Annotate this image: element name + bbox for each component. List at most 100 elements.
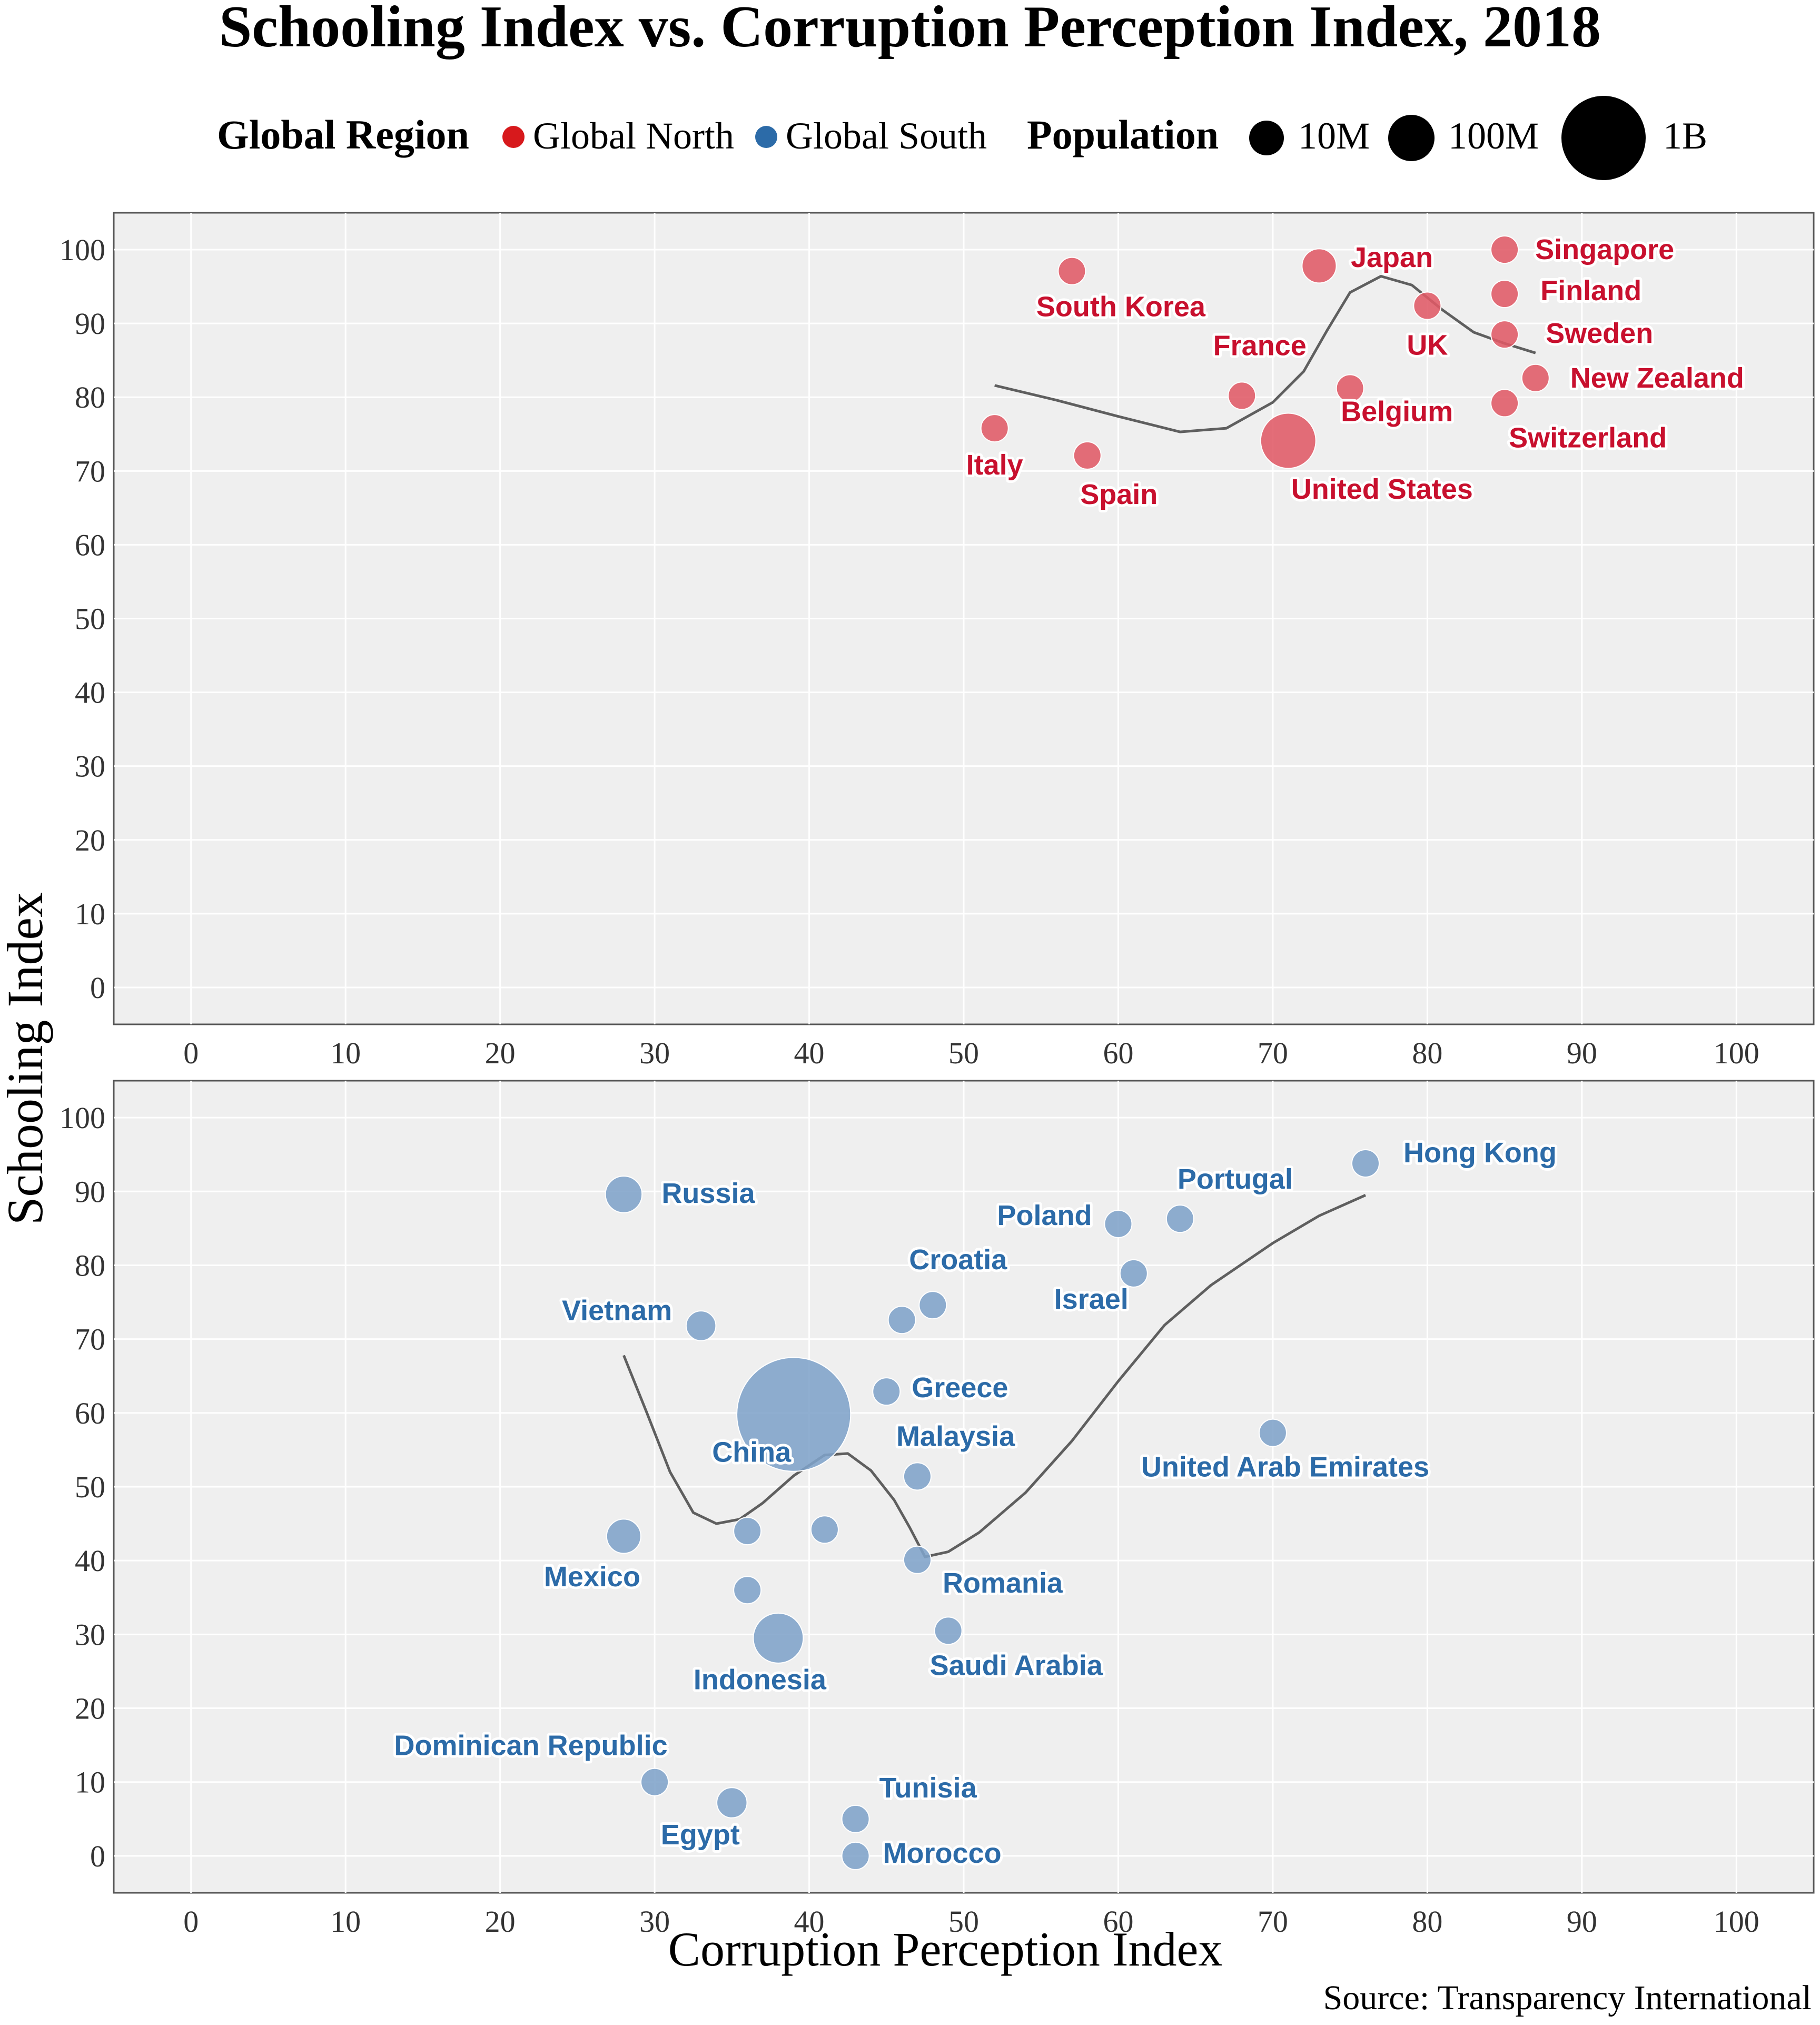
legend-south-marker	[755, 126, 777, 148]
point-malaysia	[903, 1462, 932, 1491]
label-morocco: Morocco	[883, 1838, 1002, 1869]
label-japan: Japan	[1351, 242, 1433, 273]
panel-1-trend-line	[994, 275, 1536, 433]
panel-1-y-tick-label: 80	[75, 380, 105, 414]
point-south-korea	[1057, 256, 1086, 285]
point-indonesia	[753, 1612, 804, 1664]
panel-2-y-tick-label: 40	[75, 1544, 105, 1578]
label-poland: Poland	[997, 1200, 1092, 1231]
label-france: France	[1213, 330, 1307, 361]
label-mexico: Mexico	[544, 1561, 640, 1593]
legend-size-10m-label: 10M	[1298, 115, 1370, 157]
panel-2-y-tick-label: 20	[75, 1692, 105, 1726]
point-tunisia	[841, 1804, 870, 1833]
point-italy	[980, 414, 1009, 443]
legend-north-marker	[502, 126, 525, 148]
legend-region-title: Global Region	[217, 112, 469, 157]
panel-2-y-tick-label: 70	[75, 1322, 105, 1357]
panel-2-x-tick-label: 70	[1258, 1904, 1288, 1939]
point-finland	[1490, 280, 1519, 309]
panel-1-y-tick-label: 30	[75, 749, 105, 784]
point-switzerland	[1490, 389, 1519, 418]
legend-size-1b-marker	[1561, 96, 1646, 180]
legend-population-title: Population	[1027, 112, 1219, 157]
panel-1-x-tick-label: 100	[1714, 1036, 1759, 1070]
panel-global-south: 0 10 20 30 40 50 60 70 80 90 100 0 10 20 30 40 50 60 70 80 9…	[60, 1080, 1815, 1939]
panel-1-x-tick-label: 30	[639, 1036, 670, 1070]
label-israel: Israel	[1054, 1283, 1129, 1315]
panel-2-x-tick-label: 0	[183, 1904, 199, 1939]
panel-1-y-tick-label: 70	[75, 454, 105, 488]
panel-1-x-tick-label: 40	[794, 1036, 825, 1070]
label-spain: Spain	[1080, 479, 1158, 510]
point-new-zealand	[1521, 363, 1550, 392]
panel-1-x-tick-label: 20	[485, 1036, 516, 1070]
point-spain	[1073, 441, 1102, 470]
panel-2-x-tick-label: 90	[1567, 1904, 1597, 1939]
panel-2-x-tick-label: 10	[330, 1904, 361, 1939]
point-unlabeled	[733, 1517, 762, 1546]
point-united-states	[1260, 412, 1317, 469]
label-croatia: Croatia	[909, 1244, 1007, 1276]
x-axis-label: Corruption Perception Index	[668, 1922, 1223, 1976]
label-belgium: Belgium	[1341, 396, 1453, 427]
point-dominican-republic	[640, 1767, 669, 1796]
point-vietnam	[685, 1310, 717, 1341]
panel-2-y-tick-label: 30	[75, 1617, 105, 1652]
panel-1-x-tick-label: 0	[183, 1036, 199, 1070]
panel-1-x-tick-label: 90	[1567, 1036, 1597, 1070]
y-axis-label: Schooling Index	[0, 892, 53, 1225]
panel-1-y-tick-label: 60	[75, 528, 105, 562]
point-russia	[605, 1176, 643, 1213]
point-morocco	[841, 1841, 870, 1870]
point-egypt	[716, 1787, 748, 1819]
panel-2-trend-line	[622, 1194, 1367, 1558]
point-saudi-arabia	[934, 1616, 963, 1645]
panel-1-y-tick-label: 10	[75, 897, 105, 931]
label-finland: Finland	[1540, 275, 1641, 307]
label-south-korea: South Korea	[1036, 291, 1206, 323]
point-israel	[1119, 1259, 1148, 1288]
label-egypt: Egypt	[661, 1819, 740, 1851]
source-note: Source: Transparency International	[1323, 1979, 1812, 2017]
panel-1-y-tick-label: 0	[90, 971, 105, 1005]
point-greece	[872, 1377, 901, 1406]
panel-2-y-tick-label: 60	[75, 1396, 105, 1430]
label-saudi-arabia: Saudi Arabia	[930, 1649, 1103, 1681]
point-unlabeled	[887, 1306, 916, 1335]
point-unlabeled	[733, 1576, 762, 1605]
label-russia: Russia	[661, 1178, 755, 1209]
legend-north-label: Global North	[533, 115, 734, 157]
label-new-zealand: New Zealand	[1570, 362, 1744, 394]
label-indonesia: Indonesia	[694, 1664, 827, 1695]
panel-1-x-tick-label: 60	[1103, 1036, 1133, 1070]
panel-2-x-tick-label: 60	[1103, 1904, 1133, 1939]
panel-2-x-tick-label: 30	[639, 1904, 670, 1939]
panel-2-y-tick-label: 10	[75, 1765, 105, 1800]
point-portugal	[1165, 1204, 1194, 1233]
panel-2-x-tick-label: 80	[1412, 1904, 1442, 1939]
panel-2-y-tick-label: 100	[60, 1101, 105, 1135]
point-france	[1228, 381, 1257, 410]
chart-title: Schooling Index vs. Corruption Perceptio…	[219, 0, 1601, 60]
panel-1-x-tick-label: 80	[1412, 1036, 1442, 1070]
label-malaysia: Malaysia	[896, 1420, 1015, 1452]
label-switzerland: Switzerland	[1509, 422, 1667, 453]
point-mexico	[606, 1518, 641, 1554]
legend: Global Region Global North Global South …	[217, 96, 1707, 180]
label-greece: Greece	[912, 1372, 1008, 1404]
label-united-states: United States	[1291, 473, 1473, 505]
label-portugal: Portugal	[1178, 1163, 1293, 1195]
point-romania	[903, 1545, 932, 1574]
panel-2-y-tick-label: 90	[75, 1174, 105, 1209]
label-romania: Romania	[943, 1567, 1063, 1599]
panel-global-north: 0 10 20 30 40 50 60 70 80 90 100 0 10 20 30 40 50 60 70 80 9…	[60, 212, 1815, 1070]
point-singapore	[1490, 235, 1519, 264]
panel-1-x-tick-label: 50	[948, 1036, 979, 1070]
label-vietnam: Vietnam	[562, 1295, 672, 1326]
label-united-arab-emirates: United Arab Emirates	[1141, 1451, 1429, 1483]
label-tunisia: Tunisia	[879, 1772, 977, 1804]
panel-2-y-tick-label: 80	[75, 1248, 105, 1282]
